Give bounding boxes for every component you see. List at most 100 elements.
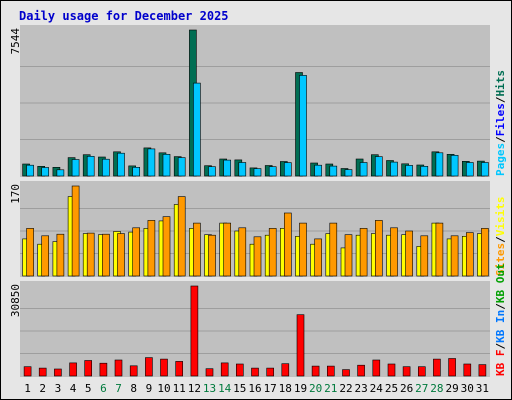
kbytes-bar-kbytes-day-9 <box>145 357 153 377</box>
hits-files-legend: Pages/Files/Hits <box>494 70 507 176</box>
hits-files-panel: 7544 Pages/Files/Hits <box>9 25 507 177</box>
visits-sites-y-max-label: 170 <box>9 184 22 204</box>
day-label-21: 21 <box>324 382 337 395</box>
hits-files-bar-files-day-3 <box>56 169 65 177</box>
visits-sites-legend-visits: Visits <box>494 197 507 237</box>
kbytes-bar-kbytes-day-28 <box>433 358 441 377</box>
hits-files-bar-files-day-6 <box>102 158 110 177</box>
hits-files-bar-files-day-7 <box>117 152 125 177</box>
visits-sites-bar-sites-day-18 <box>283 212 292 277</box>
visits-sites-bar-sites-day-13 <box>208 234 216 277</box>
kbytes-bar-kbytes-day-26 <box>402 366 411 377</box>
day-label-28: 28 <box>430 382 443 395</box>
chart-title: Daily usage for December 2025 <box>19 9 229 23</box>
kbytes-bar-kbytes-day-7 <box>114 359 123 377</box>
hits-files-bar-files-day-20 <box>314 164 322 177</box>
day-label-24: 24 <box>370 382 384 395</box>
visits-sites-bar-sites-day-8 <box>132 227 140 277</box>
day-label-26: 26 <box>400 382 413 395</box>
day-label-27: 27 <box>415 382 428 395</box>
day-label-31: 31 <box>476 382 489 395</box>
kbytes-bar-kbytes-day-5 <box>84 360 92 377</box>
visits-sites-bar-sites-day-29 <box>450 235 459 277</box>
kbytes-bar-kbytes-day-22 <box>342 369 350 377</box>
kbytes-bar-kbytes-day-24 <box>372 359 381 377</box>
kbytes-bar-kbytes-day-23 <box>357 364 365 377</box>
visits-sites-bar-sites-day-7 <box>117 233 125 277</box>
hits-files-bar-files-day-11 <box>177 157 186 177</box>
visits-sites-bar-sites-day-22 <box>344 234 353 277</box>
visits-sites-legend: Sites/Visits <box>494 197 507 277</box>
visits-sites-bar-sites-day-24 <box>374 220 383 277</box>
hits-files-bar-files-day-16 <box>253 168 262 177</box>
hits-files-bar-files-day-13 <box>208 166 216 177</box>
visits-sites-bar-sites-day-6 <box>102 233 110 277</box>
hits-files-bar-files-day-10 <box>162 154 171 177</box>
kbytes-bar-kbytes-day-13 <box>205 368 214 377</box>
visits-sites-bar-sites-day-16 <box>253 236 262 277</box>
kbytes-legend-kbin: KB In <box>494 310 507 343</box>
day-label-22: 22 <box>339 382 352 395</box>
hits-files-y-max-label: 7544 <box>9 28 22 55</box>
visits-sites-bar-sites-day-30 <box>465 232 474 277</box>
hits-files-bar-files-day-1 <box>26 164 34 177</box>
hits-files-bar-files-day-18 <box>283 162 292 177</box>
kbytes-legend: KB F/KB In/KB Out <box>494 263 507 376</box>
day-label-3: 3 <box>55 382 62 395</box>
kbytes-bar-kbytes-day-4 <box>69 362 77 377</box>
hits-files-bar-files-day-17 <box>268 166 277 177</box>
kbytes-bar-kbytes-day-15 <box>236 363 244 377</box>
day-label-2: 2 <box>39 382 46 395</box>
visits-sites-bar-sites-day-17 <box>268 228 277 277</box>
kbytes-bar-kbytes-day-29 <box>448 358 456 377</box>
kbytes-y-max-label: 30850 <box>9 284 22 317</box>
day-label-13: 13 <box>203 382 216 395</box>
hits-files-legend-files: Files <box>494 103 507 136</box>
hits-files-bar-files-day-24 <box>374 156 383 177</box>
day-label-16: 16 <box>248 382 261 395</box>
hits-files-bar-files-day-21 <box>329 165 338 177</box>
visits-sites-bar-sites-day-20 <box>314 238 322 277</box>
visits-sites-legend-sites: Sites <box>494 243 507 276</box>
hits-files-bar-files-day-23 <box>359 162 368 177</box>
kbytes-bar-kbytes-day-25 <box>387 363 396 377</box>
hits-files-bar-files-day-26 <box>405 165 413 177</box>
day-label-29: 29 <box>445 382 458 395</box>
visits-sites-bar-sites-day-12 <box>193 222 201 277</box>
hits-files-bar-files-day-9 <box>147 148 156 177</box>
kbytes-bar-kbytes-day-2 <box>38 367 47 377</box>
hits-files-bar-files-day-25 <box>390 161 398 177</box>
kbytes-bar-kbytes-day-6 <box>99 362 108 377</box>
day-label-20: 20 <box>309 382 322 395</box>
kbytes-gridlines <box>20 308 490 354</box>
kbytes-bar-kbytes-day-17 <box>266 367 275 377</box>
kbytes-legend-sep2: / <box>494 303 507 310</box>
day-label-14: 14 <box>218 382 232 395</box>
visits-sites-bar-sites-day-9 <box>147 220 156 277</box>
visits-sites-bar-sites-day-28 <box>435 222 444 277</box>
visits-sites-bar-sites-day-14 <box>223 222 231 277</box>
kbytes-legend-sep1: / <box>494 343 507 350</box>
kbytes-bar-kbytes-day-8 <box>129 365 138 377</box>
kbytes-bar-kbytes-day-20 <box>311 365 320 377</box>
visits-sites-bar-sites-day-31 <box>481 228 489 277</box>
kbytes-bar-kbytes-day-14 <box>220 362 229 377</box>
visits-sites-panel: 170 Sites/Visits <box>9 181 507 277</box>
visits-sites-legend-sep: / <box>494 236 507 243</box>
hits-files-plot-area <box>20 25 490 177</box>
kbytes-bar-kbytes-day-31 <box>478 364 487 377</box>
hits-files-bar-files-day-30 <box>465 162 474 177</box>
visits-sites-bar-sites-day-25 <box>390 227 398 277</box>
hits-files-bar-files-day-27 <box>420 166 429 177</box>
day-label-30: 30 <box>461 382 474 395</box>
day-label-23: 23 <box>354 382 367 395</box>
kbytes-bar-kbytes-day-3 <box>54 368 62 377</box>
hits-files-bar-files-day-19 <box>299 75 307 177</box>
kbytes-bar-kbytes-day-10 <box>160 358 168 377</box>
day-label-4: 4 <box>70 382 77 395</box>
visits-sites-bars <box>22 185 489 277</box>
hits-files-bar-files-day-22 <box>344 169 353 177</box>
hits-files-legend-pages: Pages <box>494 143 507 176</box>
kbytes-bar-kbytes-day-12 <box>190 285 199 377</box>
visits-sites-bar-sites-day-15 <box>238 227 247 277</box>
